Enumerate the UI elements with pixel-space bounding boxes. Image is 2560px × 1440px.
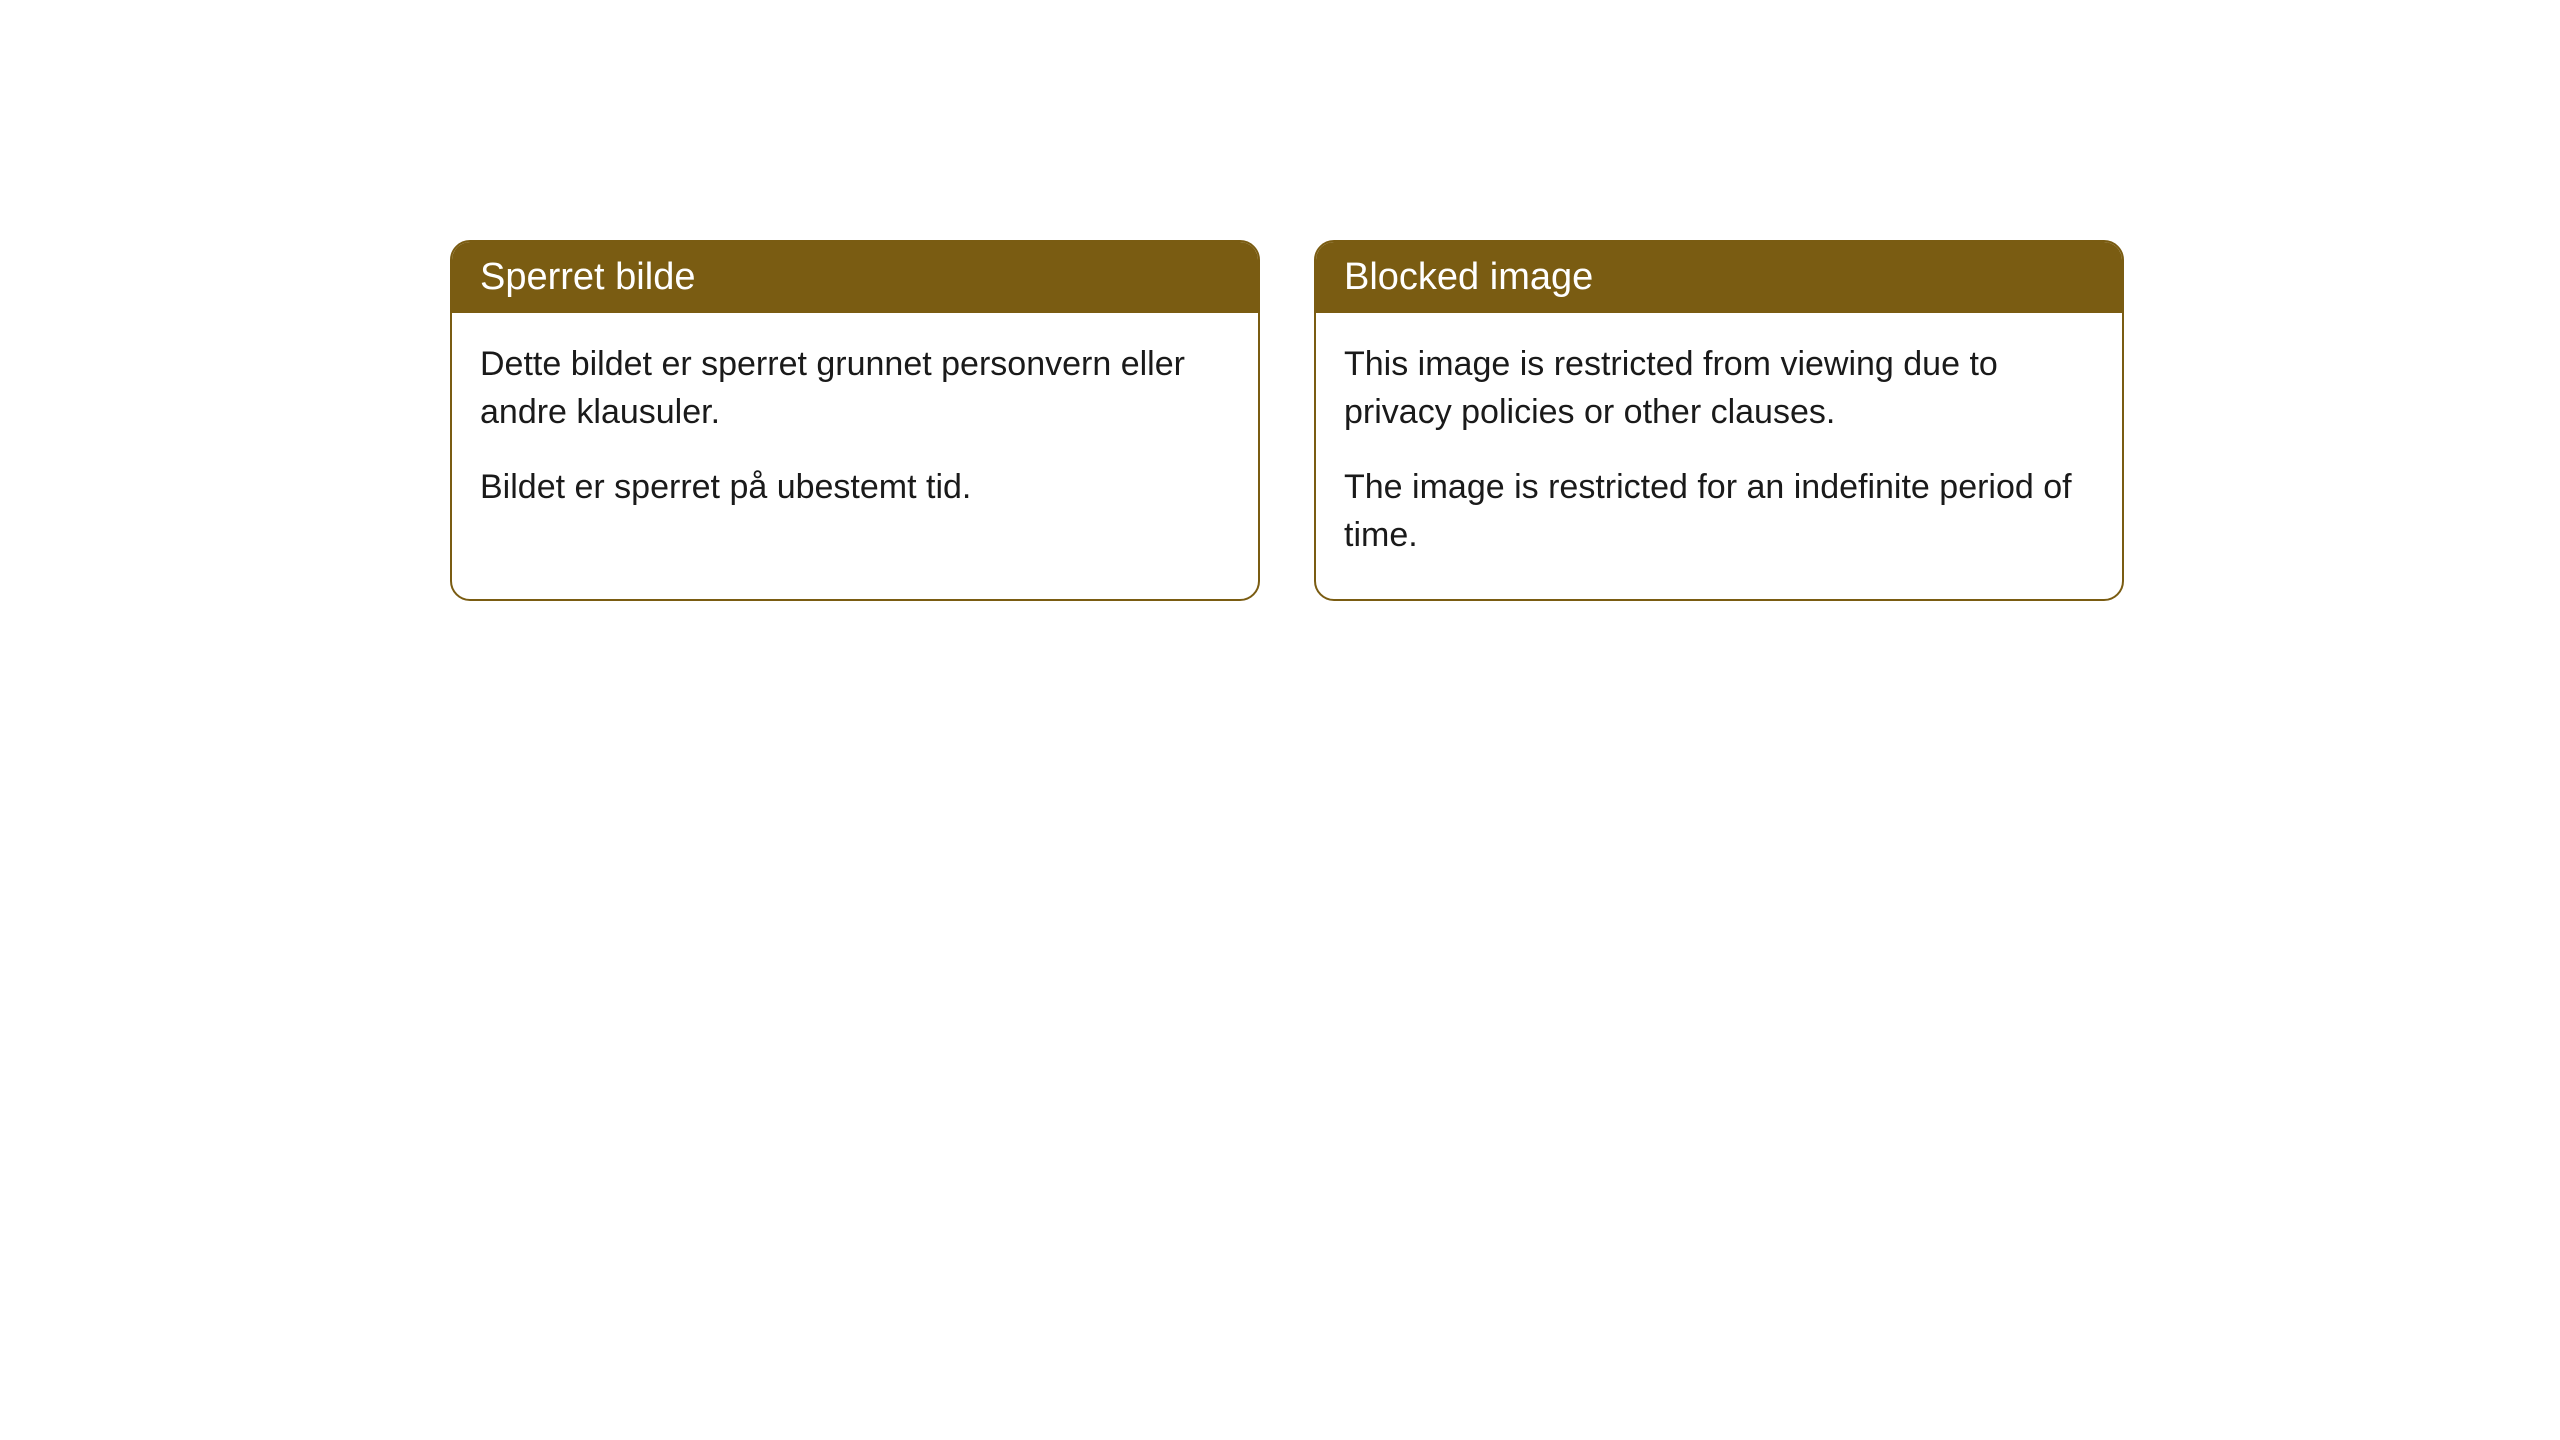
card-body-norwegian: Dette bildet er sperret grunnet personve… [452, 313, 1258, 552]
card-norwegian: Sperret bilde Dette bildet er sperret gr… [450, 240, 1260, 601]
card-header-norwegian: Sperret bilde [452, 242, 1258, 313]
card-body-english: This image is restricted from viewing du… [1316, 313, 2122, 599]
cards-container: Sperret bilde Dette bildet er sperret gr… [450, 240, 2124, 601]
card-paragraph: Dette bildet er sperret grunnet personve… [480, 341, 1230, 436]
card-title: Sperret bilde [480, 256, 695, 298]
card-english: Blocked image This image is restricted f… [1314, 240, 2124, 601]
card-paragraph: The image is restricted for an indefinit… [1344, 464, 2094, 559]
card-paragraph: This image is restricted from viewing du… [1344, 341, 2094, 436]
card-header-english: Blocked image [1316, 242, 2122, 313]
card-title: Blocked image [1344, 256, 1593, 298]
card-paragraph: Bildet er sperret på ubestemt tid. [480, 464, 1230, 512]
